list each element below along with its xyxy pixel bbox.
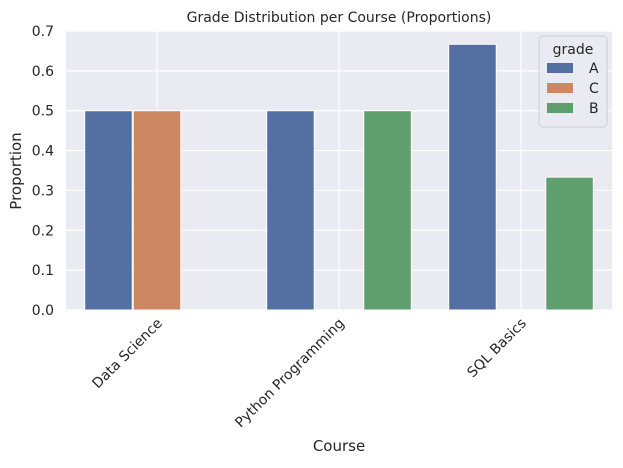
y-tick-label: 0.7: [32, 24, 54, 40]
y-tick-label: 0.6: [32, 64, 54, 80]
bar-c-1: [132, 110, 182, 311]
y-tick-label: 0.4: [32, 144, 54, 160]
legend-label-a: A: [589, 61, 599, 77]
legend-title: grade: [553, 42, 594, 58]
y-tick-label: 0.3: [32, 183, 54, 199]
y-axis-label: Proportion: [7, 132, 25, 209]
bar-a-2: [266, 110, 315, 311]
x-tick-label: SQL Basics: [464, 316, 529, 381]
x-tick-label: Data Science: [89, 316, 165, 392]
y-tick-label: 0.2: [32, 223, 54, 239]
y-tick-label: 0.0: [32, 303, 54, 319]
x-axis-label: Course: [313, 437, 365, 455]
bar-a-1: [84, 110, 133, 311]
y-tick-label: 0.5: [32, 104, 54, 120]
bar-b-3: [545, 176, 594, 311]
legend-swatch-b: [547, 103, 573, 113]
legend-label-c: C: [589, 81, 599, 97]
chart-title: Grade Distribution per Course (Proportio…: [187, 10, 492, 26]
legend-label-b: B: [589, 101, 599, 117]
legend-swatch-a: [547, 63, 573, 73]
plot-area: 0.0 0.1 0.2 0.3 0.4 0.5 0.6 0.7 Data Science Pyth…: [32, 24, 612, 431]
bar-b-2: [363, 110, 412, 311]
bar-a-3: [448, 43, 497, 311]
y-tick-label: 0.1: [32, 263, 54, 279]
x-tick-label: Python Programming: [232, 316, 348, 432]
legend: grade ACB: [538, 35, 608, 128]
legend-swatch-c: [547, 83, 573, 93]
